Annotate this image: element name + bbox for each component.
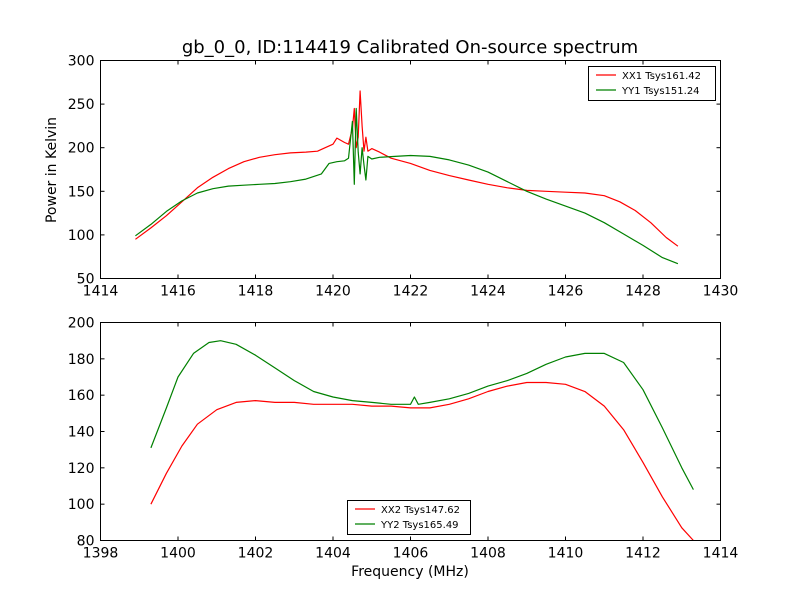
top-legend-label: XX1 Tsys161.42 (622, 71, 701, 82)
top-series-yy1-line (135, 107, 679, 265)
top-xtick-label: 1430 (703, 284, 739, 300)
top-ytick-label: 250 (68, 97, 95, 113)
bottom-xtick-label: 1406 (393, 546, 429, 562)
bottom-xtick-label: 1398 (83, 546, 119, 562)
top-ytick-label: 300 (68, 54, 95, 70)
top-ytick-label: 100 (68, 228, 95, 244)
top-xtick-label: 1418 (238, 284, 274, 300)
bottom-series-xx2-line (150, 381, 694, 541)
top-ytick-label: 200 (68, 141, 95, 157)
top-xtick-label: 1420 (315, 284, 351, 300)
figure-title: gb_0_0, ID:114419 Calibrated On-source s… (182, 37, 638, 58)
bottom-legend-box (347, 500, 471, 535)
bottom-xtick-label: 1404 (315, 546, 351, 562)
bottom-ytick-label: 180 (68, 352, 95, 368)
bottom-xtick-label: 1400 (160, 546, 196, 562)
top-xtick-label: 1426 (548, 284, 584, 300)
bottom-ytick-label: 120 (68, 461, 95, 477)
bottom-xlabel: Frequency (MHz) (351, 564, 469, 580)
bottom-xtick-label: 1414 (703, 546, 739, 562)
top-ytick-label: 50 (77, 272, 95, 288)
bottom-xtick-label: 1408 (470, 546, 506, 562)
bottom-xtick-label: 1412 (625, 546, 661, 562)
top-legend-label: YY1 Tsys151.24 (621, 86, 700, 97)
top-xtick-label: 1422 (393, 284, 429, 300)
top-panel: 1414 1416 1418 1420 1422 1424 1426 1428 1430 50 10… (44, 54, 738, 300)
bottom-ytick-label: 160 (68, 388, 95, 404)
bottom-legend-label: XX2 Tsys147.62 (381, 505, 460, 516)
top-xtick-label: 1414 (83, 284, 119, 300)
bottom-xtick-label: 1402 (238, 546, 274, 562)
top-series-xx1-line (135, 90, 679, 247)
top-ytick-label: 150 (68, 184, 95, 200)
bottom-series-yy2-line (150, 340, 694, 490)
bottom-ytick-label: 140 (68, 425, 95, 441)
top-xtick-label: 1428 (625, 284, 661, 300)
bottom-ytick-label: 100 (68, 497, 95, 513)
top-ylabel: Power in Kelvin (44, 117, 60, 223)
bottom-ytick-label: 200 (68, 316, 95, 332)
bottom-legend-label: YY2 Tsys165.49 (380, 520, 459, 531)
bottom-panel: 1398 1400 1402 1404 1406 1408 1410 1412 1414 80 10… (68, 316, 739, 581)
top-legend-box (588, 66, 716, 101)
top-xtick-label: 1424 (470, 284, 506, 300)
bottom-ytick-label: 80 (77, 534, 95, 550)
bottom-xtick-label: 1410 (548, 546, 584, 562)
top-xtick-label: 1416 (160, 284, 196, 300)
